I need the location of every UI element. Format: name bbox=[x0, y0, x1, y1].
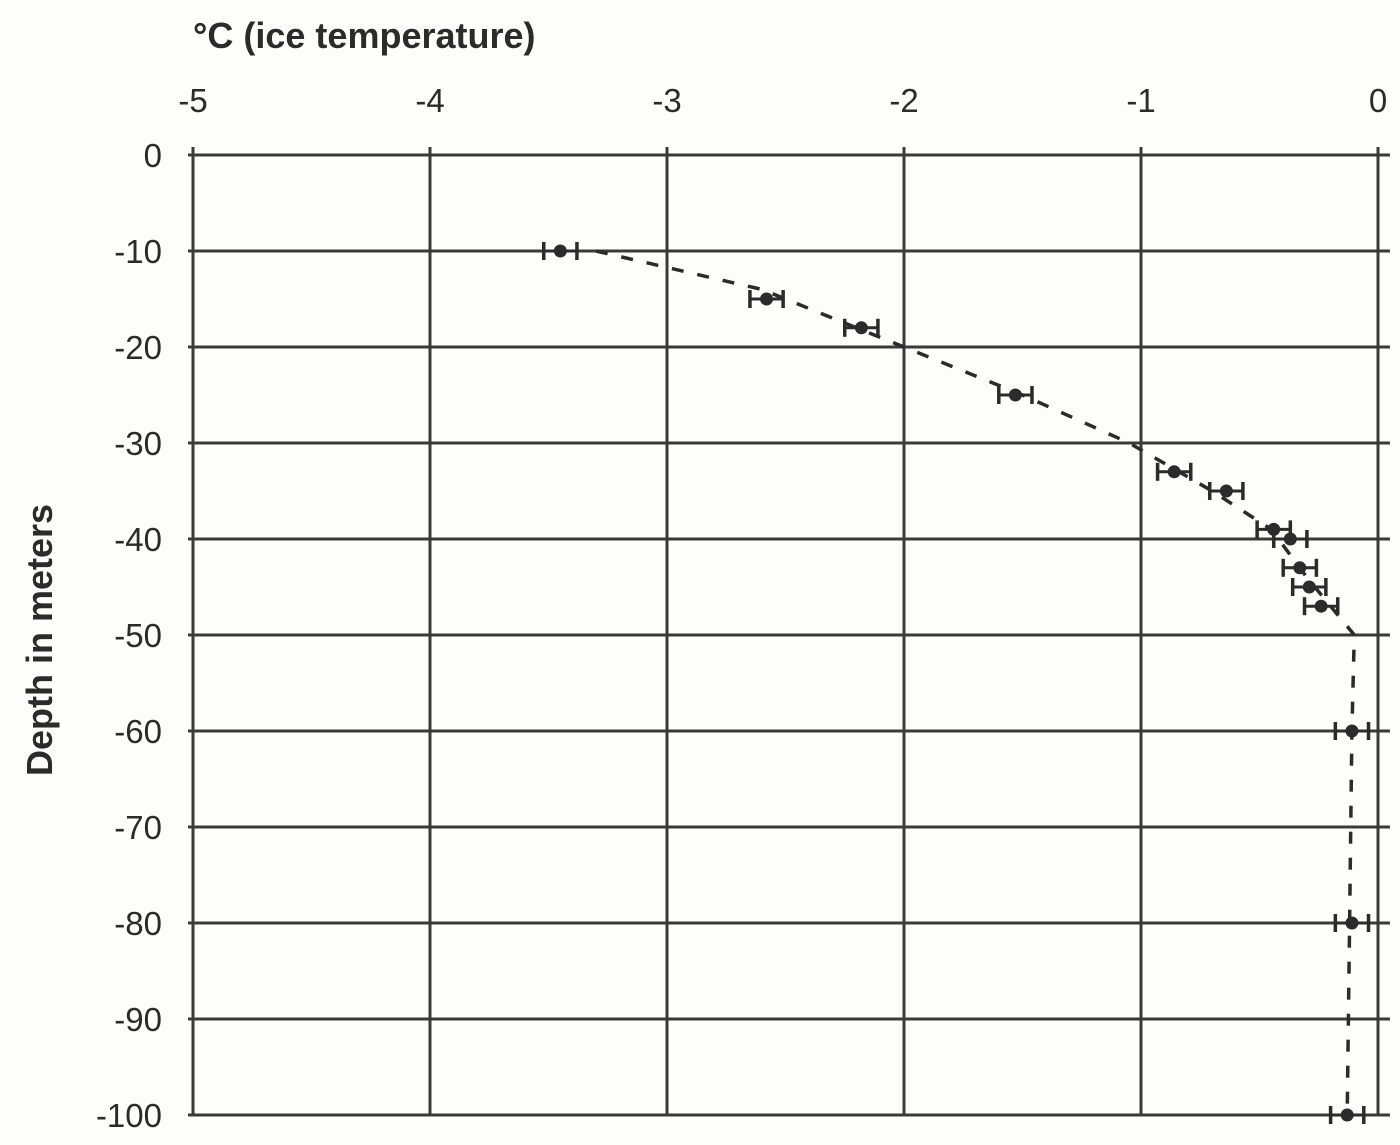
y-tick-label: -70 bbox=[114, 809, 162, 846]
trend-dashed-line bbox=[595, 249, 1357, 1116]
y-axis-label: Depth in meters bbox=[19, 504, 60, 776]
y-tick-label: -50 bbox=[114, 617, 162, 654]
y-tick-label: -10 bbox=[114, 233, 162, 270]
data-point bbox=[542, 242, 579, 260]
data-point bbox=[1333, 722, 1371, 740]
x-tick-label: -3 bbox=[652, 82, 681, 119]
data-point bbox=[1328, 1106, 1366, 1124]
y-tick-label: -30 bbox=[114, 425, 162, 462]
data-point bbox=[1271, 530, 1309, 548]
data-point bbox=[997, 386, 1034, 404]
data-point bbox=[1255, 520, 1293, 539]
plot-grid bbox=[188, 147, 1390, 1117]
x-tick-label: -2 bbox=[889, 82, 918, 119]
data-point bbox=[748, 290, 785, 308]
data-point bbox=[843, 318, 880, 337]
data-point bbox=[1281, 558, 1319, 577]
y-tick-label: -40 bbox=[114, 521, 162, 558]
data-point bbox=[1333, 914, 1371, 932]
y-tick-label: -60 bbox=[114, 713, 162, 750]
y-axis-ticks: 0 -10 -20 -30 -40 -50 -60 -70 -80 -90 -100 bbox=[96, 137, 162, 1134]
x-tick-label: -5 bbox=[178, 82, 207, 119]
y-tick-label: 0 bbox=[144, 137, 162, 174]
x-tick-label: 0 bbox=[1369, 82, 1387, 119]
y-tick-label: -80 bbox=[114, 905, 162, 942]
x-axis-ticks: -5 -4 -3 -2 -1 0 bbox=[178, 82, 1387, 119]
data-point bbox=[1155, 462, 1193, 481]
data-point bbox=[1290, 578, 1328, 596]
data-point bbox=[1302, 597, 1340, 616]
chart-title: °C (ice temperature) bbox=[193, 15, 536, 56]
y-tick-label: -100 bbox=[96, 1097, 162, 1134]
trend-line bbox=[595, 249, 1357, 1116]
x-tick-label: -1 bbox=[1126, 82, 1155, 119]
y-tick-label: -90 bbox=[114, 1001, 162, 1038]
x-tick-label: -4 bbox=[415, 82, 444, 119]
y-tick-label: -20 bbox=[114, 329, 162, 366]
data-points bbox=[542, 242, 1371, 1124]
data-point bbox=[1207, 482, 1245, 500]
